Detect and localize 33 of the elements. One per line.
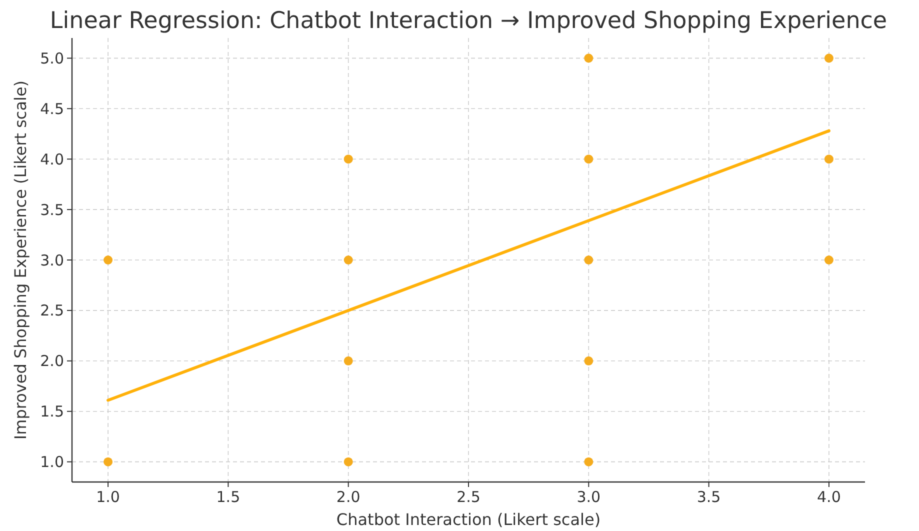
point (344, 154, 353, 164)
y-tick-label: 2.5 (40, 302, 64, 320)
x-tick-label: 4.0 (817, 488, 841, 506)
point (584, 356, 594, 366)
x-tick-label: 1.0 (96, 488, 120, 506)
point (824, 154, 834, 164)
x-tick-label: 3.0 (576, 488, 601, 506)
x-tick-label: 3.5 (696, 488, 721, 506)
y-tick-label: 3.0 (40, 251, 64, 270)
x-tick-label: 2.0 (336, 488, 360, 506)
point (104, 457, 113, 466)
point (824, 256, 834, 264)
y-tick-label: 4.0 (40, 150, 64, 168)
point (344, 356, 353, 366)
y-tick-label: 1.5 (40, 402, 64, 421)
point (824, 54, 834, 63)
point (344, 256, 353, 264)
x-tick-label: 1.5 (216, 488, 240, 506)
y-tick-label: 2.0 (40, 352, 64, 370)
point (584, 457, 594, 466)
point (584, 256, 594, 264)
y-axis-title: Improved Shopping Experience (Likert scale) (11, 80, 30, 440)
chart-title: Linear Regression: Chatbot Interaction → Improved Shopping Experience (50, 8, 888, 34)
x-tick-label: 2.5 (456, 488, 480, 506)
y-tick-label: 5.0 (40, 49, 64, 68)
y-tick-label: 3.5 (40, 200, 64, 219)
point (344, 457, 353, 466)
point (584, 54, 594, 63)
y-tick-label: 4.5 (40, 100, 64, 118)
point (584, 154, 594, 164)
x-axis-title: Chatbot Interaction (Likert scale) (336, 510, 601, 529)
y-tick-label: 1.0 (40, 453, 64, 472)
point (104, 256, 113, 264)
